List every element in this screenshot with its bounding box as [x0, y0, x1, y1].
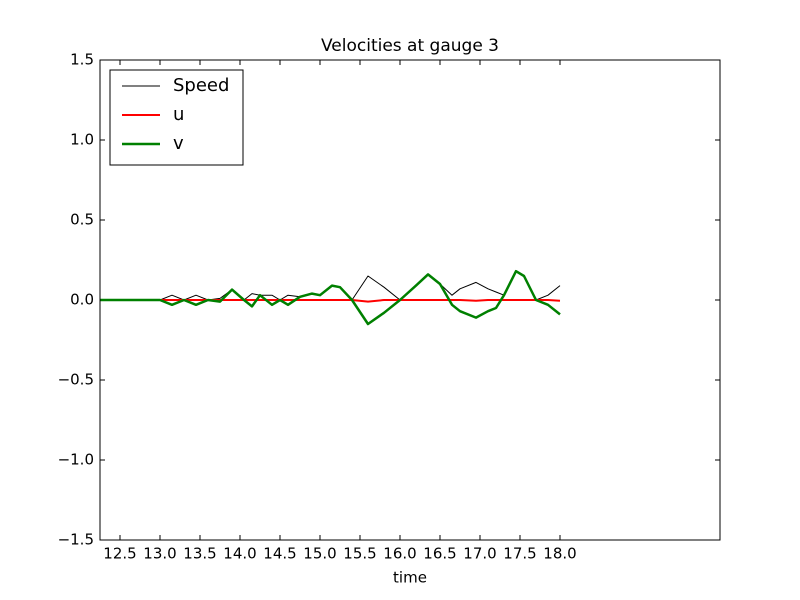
x-tick-label: 15.0 [303, 545, 336, 563]
y-tick-label: 1.5 [70, 51, 94, 69]
y-tick-label: −1.0 [58, 451, 94, 469]
y-tick-label: −1.5 [58, 531, 94, 549]
legend-label: Speed [173, 75, 229, 96]
series-line [100, 269, 561, 326]
x-tick-label: 17.0 [463, 545, 496, 563]
legend-label: v [173, 133, 184, 154]
x-tick-label: 17.5 [503, 545, 536, 563]
x-tick-label: 15.5 [343, 545, 376, 563]
legend-label: u [173, 104, 184, 125]
x-tick-label: 13.5 [183, 545, 216, 563]
x-tick-label: 12.5 [103, 545, 136, 563]
y-tick-label: 1.0 [70, 131, 94, 149]
x-tick-label: 16.5 [423, 545, 456, 563]
x-tick-label: 14.5 [263, 545, 296, 563]
series-line [100, 299, 561, 303]
y-tick-label: −0.5 [58, 371, 94, 389]
x-tick-label: 16.0 [383, 545, 416, 563]
x-axis-label: time [393, 569, 427, 587]
plot-frame [99, 59, 721, 541]
x-tick-label: 13.0 [143, 545, 176, 563]
y-tick-label: 0.0 [70, 291, 94, 309]
x-tick-label: 18.0 [543, 545, 576, 563]
y-tick-label: 0.5 [70, 211, 94, 229]
x-tick-label: 14.0 [223, 545, 256, 563]
chart-title: Velocities at gauge 3 [321, 36, 499, 56]
